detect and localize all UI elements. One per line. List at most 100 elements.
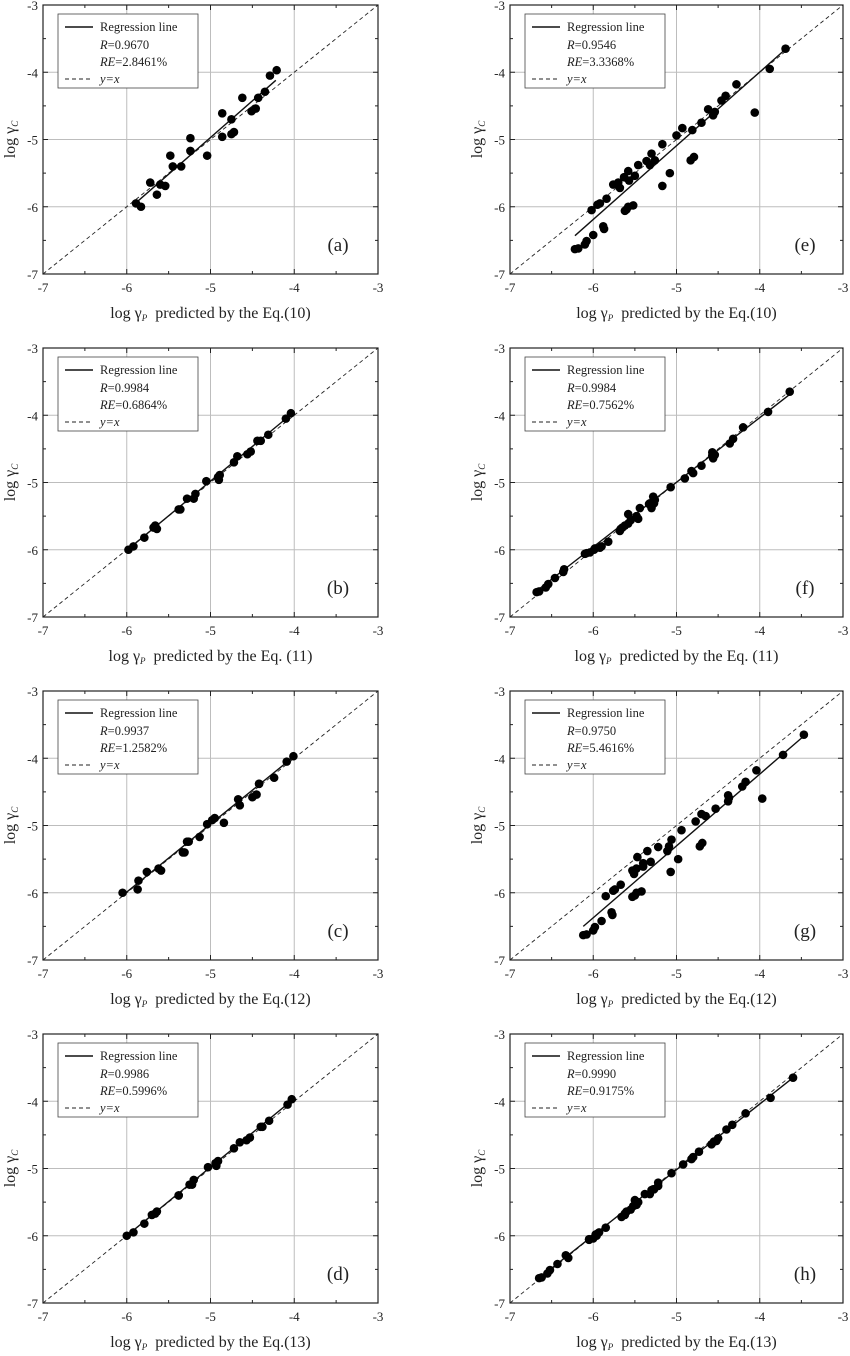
data-point <box>688 468 698 478</box>
data-point <box>187 1180 197 1189</box>
re-label: RE <box>99 741 116 755</box>
data-point <box>687 1154 696 1164</box>
data-point <box>666 867 675 877</box>
data-point <box>168 162 178 171</box>
data-point <box>601 1223 611 1232</box>
y-axis-label: log γC <box>2 1149 20 1188</box>
data-point <box>741 777 750 787</box>
r-value: =0.9937 <box>108 724 149 738</box>
legend-re-value: RE=0.5996% <box>99 1084 167 1098</box>
x-tick-label: -3 <box>838 623 849 638</box>
data-point <box>666 482 675 492</box>
legend-identity-label: y=x <box>98 1101 120 1115</box>
y-tick-label: -6 <box>494 200 505 215</box>
data-point <box>122 1231 132 1241</box>
x-tick-label: -5 <box>205 966 216 981</box>
data-point <box>653 842 663 852</box>
data-point <box>698 838 707 848</box>
legend-re-value: RE=1.2582% <box>99 741 167 755</box>
identity-line <box>42 347 379 618</box>
data-point <box>246 447 255 456</box>
data-point <box>180 848 189 857</box>
x-label-subscript: P <box>139 656 146 666</box>
data-point <box>203 1162 213 1172</box>
legend-identity-label: y=x <box>565 72 587 86</box>
data-point <box>637 887 646 896</box>
data-point <box>643 846 652 856</box>
legend-r-value: R=0.9984 <box>99 381 150 395</box>
panel-label: (b) <box>327 578 349 599</box>
data-point <box>156 866 166 875</box>
data-point <box>229 458 239 467</box>
data-point <box>129 1228 138 1237</box>
data-point <box>251 104 261 113</box>
data-point <box>765 64 775 74</box>
legend: Regression line R=0.9937 RE=1.2582% y=x <box>57 699 199 775</box>
data-point <box>256 436 266 446</box>
data-point <box>616 880 626 889</box>
data-point <box>752 766 761 775</box>
y-tick-label: -3 <box>494 684 505 699</box>
data-point <box>763 407 773 417</box>
data-point <box>633 852 642 862</box>
y-tick-label: -6 <box>27 886 38 901</box>
data-point <box>623 166 633 176</box>
data-point <box>623 519 633 528</box>
y-tick-label: -4 <box>27 1094 38 1109</box>
data-point <box>647 149 656 158</box>
re-value: =5.4616% <box>582 741 634 755</box>
x-tick-label: -6 <box>121 1309 132 1324</box>
y-tick-label: -3 <box>494 1027 505 1042</box>
plot-frame <box>509 690 844 961</box>
x-tick-label: -6 <box>588 966 599 981</box>
data-point <box>219 818 229 828</box>
data-point <box>166 151 175 160</box>
y-tick-label: -7 <box>27 953 38 968</box>
identity-line <box>509 690 844 961</box>
data-point <box>628 201 638 210</box>
y-tick-label: -7 <box>494 267 505 282</box>
x-label-prefix: log γ <box>575 648 607 665</box>
y-label-subscript: C <box>10 463 20 470</box>
data-point <box>263 430 273 440</box>
identity-line <box>42 690 379 961</box>
data-point <box>134 876 143 885</box>
x-label-suffix: predicted by the Eq.(13) <box>155 1334 311 1351</box>
data-point <box>176 162 186 171</box>
data-point <box>118 888 127 898</box>
x-tick-label: -5 <box>671 966 682 981</box>
x-tick-label: -3 <box>838 966 849 981</box>
data-point <box>588 230 598 240</box>
data-point <box>184 837 194 846</box>
legend-regression-label: Regression line <box>100 20 178 34</box>
data-point <box>701 811 710 821</box>
re-value: =0.9175% <box>582 1084 634 1098</box>
data-point <box>638 862 648 871</box>
legend: Regression line R=0.9984 RE=0.6864% y=x <box>57 356 199 432</box>
x-tick-label: -4 <box>289 966 300 981</box>
data-point <box>235 1137 245 1147</box>
x-tick-label: -6 <box>121 966 132 981</box>
data-point <box>697 118 706 127</box>
x-tick-label: -7 <box>38 966 49 981</box>
data-point <box>582 930 591 939</box>
y-label-prefix: log γ <box>469 470 486 502</box>
y-tick-label: -5 <box>27 1162 38 1177</box>
data-point <box>750 108 760 117</box>
data-point <box>186 146 195 156</box>
r-value: =0.9990 <box>575 1067 616 1081</box>
data-point <box>152 190 162 199</box>
legend: Regression line R=0.9984 RE=0.7562% y=x <box>524 356 666 432</box>
data-point <box>635 503 645 513</box>
x-tick-label: -7 <box>38 1309 49 1324</box>
x-tick-label: -4 <box>289 280 300 295</box>
data-point <box>210 813 219 823</box>
legend-re-value: RE=5.4616% <box>566 741 634 755</box>
x-tick-label: -6 <box>121 280 132 295</box>
x-tick-label: -5 <box>671 280 682 295</box>
r-value: =0.9984 <box>108 381 150 395</box>
data-point <box>672 131 681 140</box>
